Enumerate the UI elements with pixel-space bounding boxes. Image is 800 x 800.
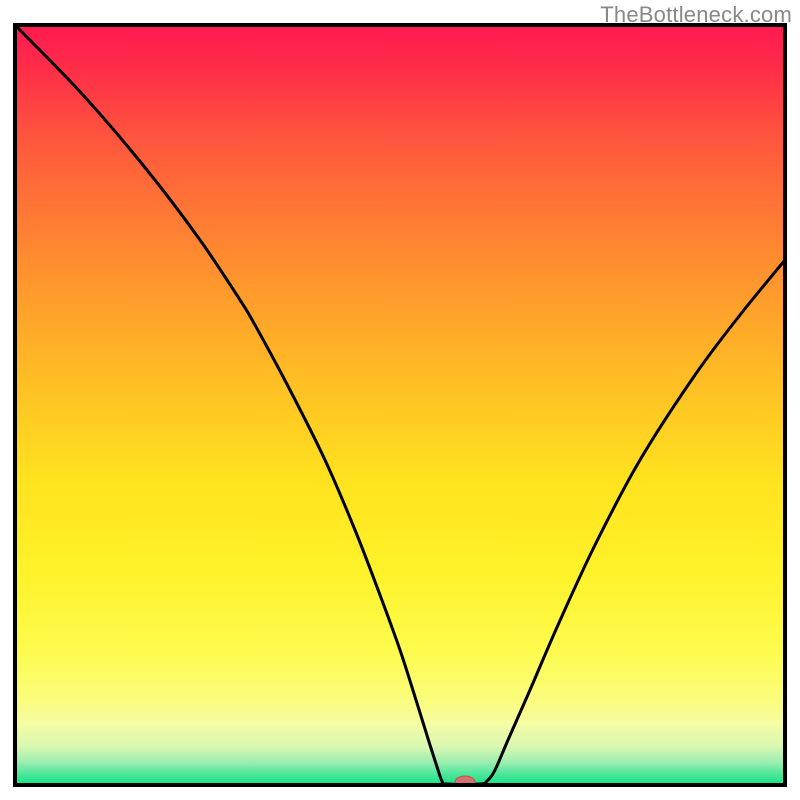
watermark-text: TheBottleneck.com — [600, 2, 792, 28]
plot-background — [15, 25, 785, 785]
chart-container: TheBottleneck.com — [0, 0, 800, 800]
bottleneck-chart — [0, 0, 800, 800]
